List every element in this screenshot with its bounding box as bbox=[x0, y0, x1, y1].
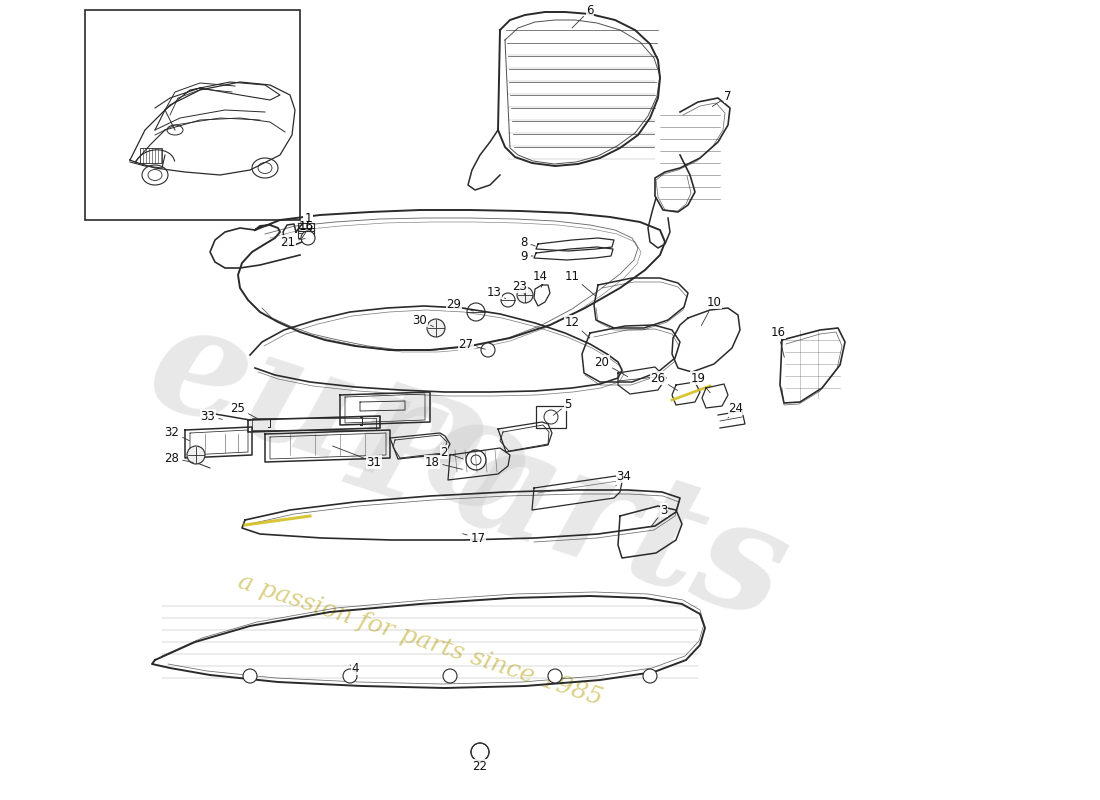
Bar bbox=[536, 406, 566, 428]
Circle shape bbox=[471, 743, 490, 761]
Circle shape bbox=[443, 669, 456, 683]
Text: 17: 17 bbox=[463, 531, 485, 545]
Text: 4: 4 bbox=[350, 662, 359, 674]
Text: 6: 6 bbox=[572, 3, 594, 28]
Text: 21: 21 bbox=[280, 235, 306, 249]
FancyBboxPatch shape bbox=[85, 10, 300, 220]
Text: a passion for parts since 1985: a passion for parts since 1985 bbox=[235, 570, 605, 710]
Text: 14: 14 bbox=[532, 270, 548, 287]
Text: 10: 10 bbox=[702, 295, 722, 326]
Text: euro: euro bbox=[131, 289, 549, 551]
Text: 29: 29 bbox=[447, 298, 473, 311]
Text: 31: 31 bbox=[332, 446, 382, 469]
Text: 9: 9 bbox=[520, 250, 534, 262]
Text: 11: 11 bbox=[564, 270, 596, 296]
Text: 13: 13 bbox=[486, 286, 506, 298]
Text: 16: 16 bbox=[298, 221, 314, 234]
Text: 26: 26 bbox=[650, 371, 678, 390]
Text: 22: 22 bbox=[473, 759, 487, 773]
Circle shape bbox=[243, 669, 257, 683]
Circle shape bbox=[301, 231, 315, 245]
Text: Parts: Parts bbox=[334, 370, 805, 650]
Text: 7: 7 bbox=[713, 90, 732, 106]
Text: 27: 27 bbox=[459, 338, 485, 350]
Text: 32: 32 bbox=[165, 426, 189, 441]
Text: 33: 33 bbox=[200, 410, 222, 422]
Text: 30: 30 bbox=[412, 314, 433, 326]
Text: 2: 2 bbox=[440, 446, 463, 459]
Text: 12: 12 bbox=[564, 315, 590, 338]
Text: 28: 28 bbox=[165, 451, 194, 465]
Circle shape bbox=[517, 287, 534, 303]
Text: 5: 5 bbox=[553, 398, 572, 415]
Text: 1: 1 bbox=[305, 211, 311, 225]
Circle shape bbox=[427, 319, 446, 337]
Circle shape bbox=[187, 446, 205, 464]
Bar bbox=[252, 418, 376, 430]
Text: 25: 25 bbox=[231, 402, 257, 418]
Text: 23: 23 bbox=[513, 279, 527, 295]
Text: 34: 34 bbox=[616, 470, 631, 486]
Bar bbox=[140, 148, 162, 163]
Circle shape bbox=[481, 343, 495, 357]
Circle shape bbox=[548, 669, 562, 683]
Circle shape bbox=[343, 669, 358, 683]
Text: 18: 18 bbox=[425, 455, 462, 470]
Circle shape bbox=[471, 455, 481, 465]
Text: 16: 16 bbox=[770, 326, 785, 358]
Text: 19: 19 bbox=[691, 371, 711, 393]
Text: 20: 20 bbox=[595, 355, 628, 377]
Text: 8: 8 bbox=[520, 235, 536, 249]
Text: 24: 24 bbox=[728, 402, 744, 418]
Circle shape bbox=[644, 669, 657, 683]
Text: 3: 3 bbox=[651, 503, 668, 526]
